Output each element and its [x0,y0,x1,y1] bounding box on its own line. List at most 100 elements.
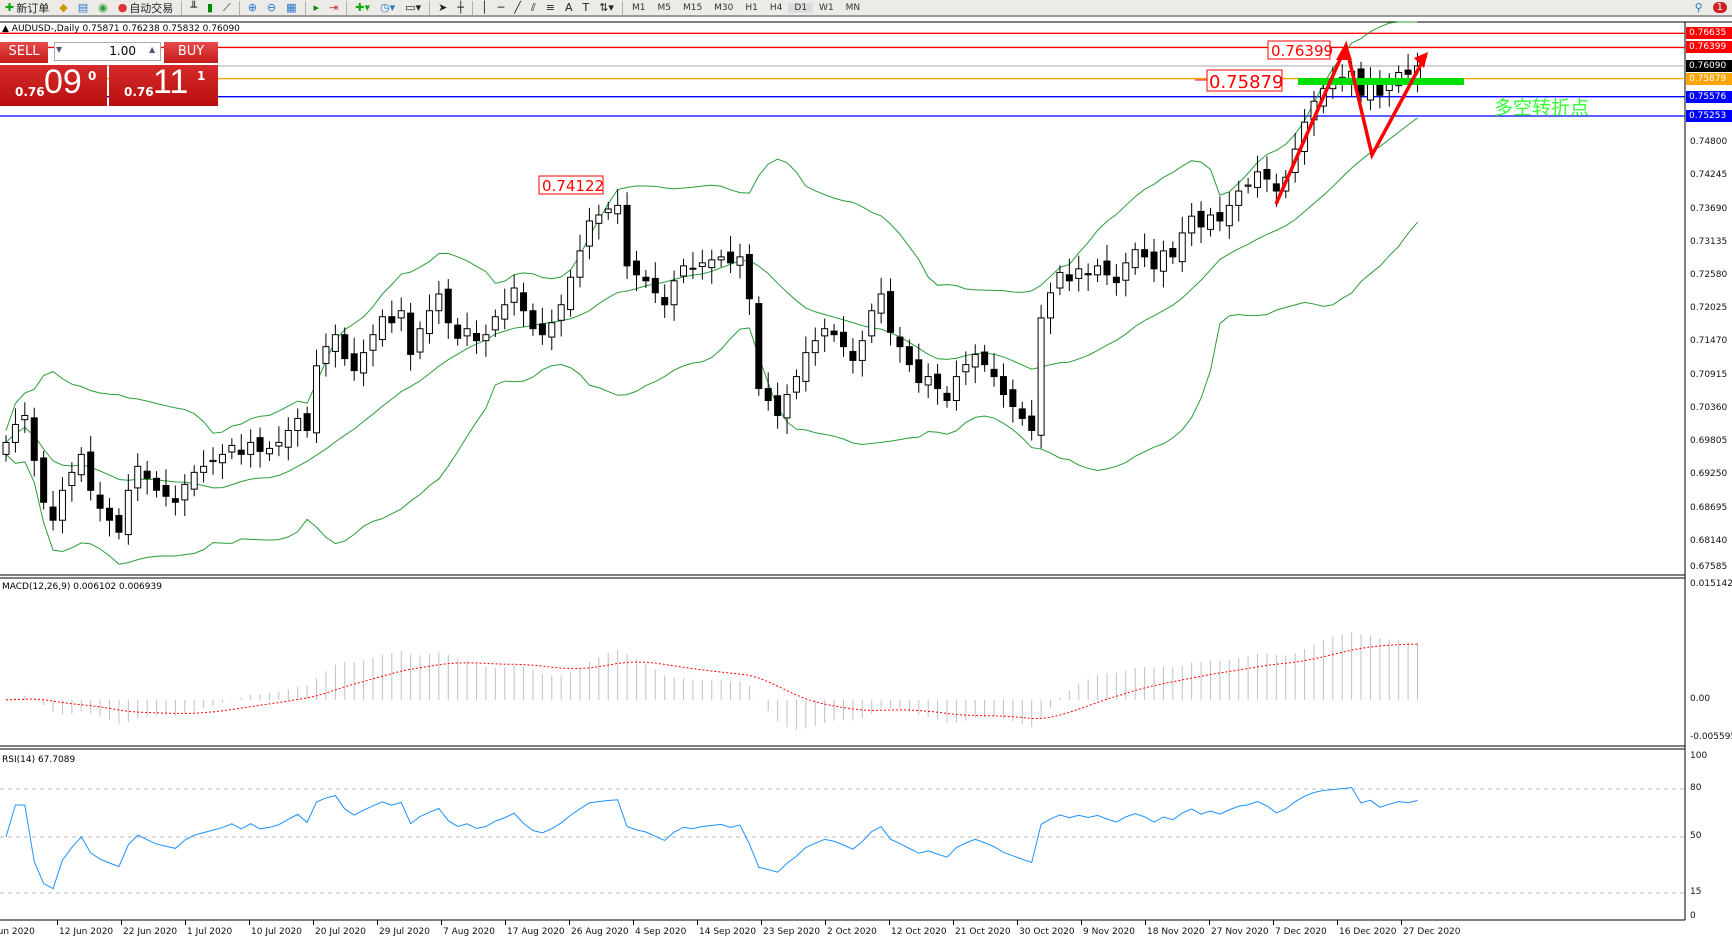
candle-bear [87,451,95,491]
candle-bull [294,417,302,431]
pivot-bar [1298,78,1464,85]
indicators-icon[interactable]: ✚▾ [355,1,371,14]
crosshair-icon[interactable]: ┼ [457,1,464,14]
candle-bear [755,303,763,390]
candle-bull [482,334,490,342]
history-icon[interactable]: ▤ [77,1,89,14]
candle-bear [407,312,415,355]
candle-bull [783,394,791,419]
candle-bear [538,323,546,336]
lot-decrease-icon[interactable]: ▼ [56,45,63,54]
candle-bear [651,277,659,294]
candle-bear [303,413,311,431]
line-chart-icon[interactable]: ⟋ [223,0,231,14]
vertical-line-icon[interactable]: │ [480,1,488,14]
lot-increase-icon[interactable]: ▲ [149,45,156,54]
candle-bull [331,334,339,352]
candle-bear [745,253,753,300]
date-tick: 9 Nov 2020 [1083,927,1135,937]
new-order-button[interactable]: ✚ 新订单 [5,1,50,15]
candle-bull [614,204,622,215]
notification-badge[interactable]: 1 [1708,0,1732,16]
autoscroll-icon[interactable]: ▸ [313,1,320,14]
arrows-icon[interactable]: ⇅▾ [599,1,614,14]
sell-price[interactable]: 0.76 09 0 [0,63,107,106]
sell-button[interactable]: SELL [0,42,48,63]
zoom-in-icon[interactable]: ⊕ [247,1,257,14]
candle-bear [1197,210,1205,228]
date-tick: Jun 2020 [0,927,35,937]
search-icon[interactable]: ⚲ [1694,1,1703,14]
timeframe-m15[interactable]: M15 [682,2,703,13]
date-tick: 2 Oct 2020 [827,927,877,937]
date-tick-mark [569,920,570,925]
timeframe-m30[interactable]: M30 [714,2,734,13]
cursor-icon[interactable]: ➤ [438,1,448,14]
timeframe-w1[interactable]: W1 [819,2,834,13]
text-icon[interactable]: A [564,1,573,14]
candle-bear [642,276,650,282]
date-tick-mark [313,920,314,925]
tile-windows-icon[interactable]: ▦ [286,1,297,14]
timeframe-d1[interactable]: D1 [788,2,814,13]
price-line-label: 0.76090 [1686,59,1732,72]
candle-bull [604,208,612,214]
date-tick: 20 Jul 2020 [315,927,366,937]
candle-bear [388,316,396,324]
trend-arrow [1274,40,1428,205]
timeframe-mn[interactable]: MN [845,2,861,13]
date-tick-mark [441,920,442,925]
buy-price[interactable]: 0.76 11 1 [109,63,218,106]
date-tick-mark [825,920,826,925]
periods-icon[interactable]: ◷▾ [380,1,396,14]
candle-bear [896,336,904,348]
signal-icon[interactable]: ◉ [98,1,108,14]
candle-bull [1056,271,1064,289]
candle-bull [134,465,142,489]
candle-bear [774,395,782,416]
macd-signal-line [5,643,1418,720]
channel-icon[interactable]: ⫽ [530,0,536,14]
buy-button[interactable]: BUY [164,42,218,63]
date-tick-mark [633,920,634,925]
lot-input[interactable]: 1.00 [54,42,161,61]
candle-bear [1103,260,1111,276]
candle-bull [1178,232,1186,263]
price-line-label: 0.76399 [1686,41,1732,54]
timeframe-h4[interactable]: H4 [769,2,783,13]
candle-bear [1272,183,1280,192]
bar-chart-icon[interactable]: ╨ [190,1,197,14]
date-tick: 27 Nov 2020 [1211,927,1269,937]
candle-bull [877,293,885,314]
candle-bull [971,353,979,368]
gold-icon[interactable]: ◆ [59,1,68,14]
fibonacci-icon[interactable]: ≡ [545,1,555,14]
price-tick: 0.68695 [1690,502,1728,513]
zoom-out-icon[interactable]: ⊖ [266,1,277,14]
candle-bear [1150,251,1158,270]
chart-shift-icon[interactable]: ⇥ [329,1,339,14]
candle-bull [811,340,819,354]
candle-bull [680,265,688,277]
timeframe-m1[interactable]: M1 [631,2,646,13]
timeframe-h1[interactable]: H1 [745,2,758,13]
trendline-icon[interactable]: ╱ [514,1,521,14]
chart-title: ▲ AUDUSD-,Daily 0.75871 0.76238 0.75832 … [2,24,240,34]
timeframe-m5[interactable]: M5 [657,2,671,13]
candle-bull [717,256,725,261]
candle-bear [905,346,913,366]
candle-bull [1244,184,1252,187]
candle-chart-icon[interactable]: ▮ [206,1,213,14]
candle-bear [473,332,480,342]
candle-bear [341,334,349,360]
candle-bull [68,471,76,487]
horizontal-line-icon[interactable]: ─ [497,1,505,14]
candle-bull [1206,214,1214,230]
candle-bear [990,368,998,378]
robot-icon: ● [117,1,128,14]
candle-bull [378,316,386,340]
auto-trading-button[interactable]: ● 自动交易 [117,1,174,15]
templates-icon[interactable]: ▭▾ [405,1,422,14]
text-label-icon[interactable]: T [582,1,590,14]
